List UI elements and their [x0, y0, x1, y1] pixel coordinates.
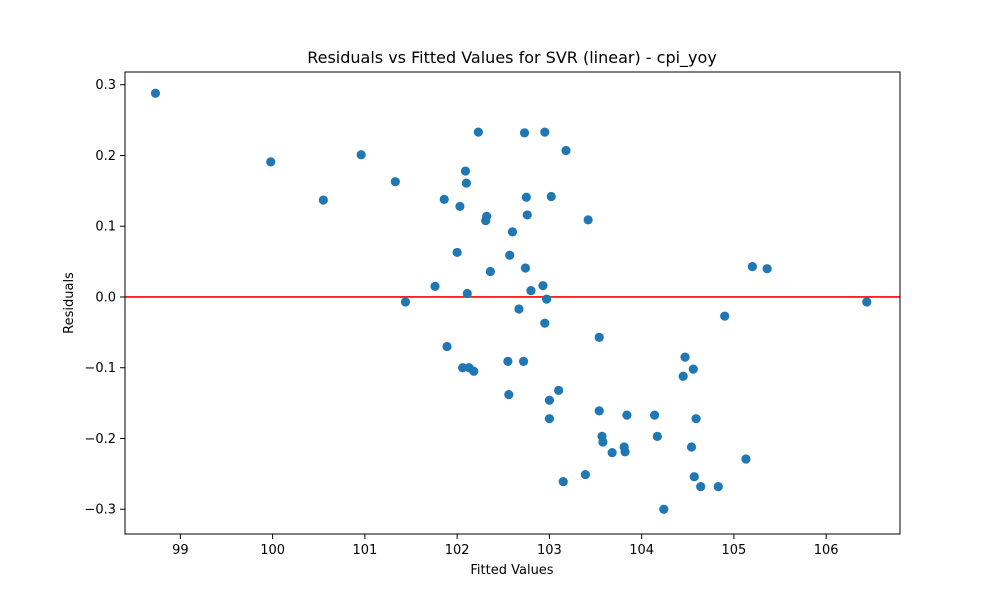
y-axis: −0.3 −0.2 −0.1 0.0 0.1 0.2 0.3: [84, 78, 125, 518]
x-tick-label: 99: [172, 543, 189, 558]
x-tick-label: 101: [352, 543, 377, 558]
y-tick-label: 0.0: [95, 290, 116, 305]
scatter-point: [150, 88, 161, 98]
scatter-point: [356, 150, 366, 160]
scatter-point: [598, 437, 608, 447]
scatter-point: [652, 431, 662, 441]
scatter-point: [691, 414, 701, 424]
scatter-point: [521, 192, 531, 202]
scatter-point: [689, 472, 699, 482]
scatter-point: [649, 410, 660, 420]
scatter-point: [462, 288, 472, 299]
scatter-point: [546, 191, 556, 202]
scatter-point: [544, 395, 555, 405]
scatter-point: [485, 266, 495, 277]
scatter-point: [747, 261, 757, 272]
y-tick-label: −0.3: [84, 503, 116, 518]
plot-area: [125, 88, 900, 514]
scatter-point: [544, 414, 555, 424]
scatter-point: [504, 390, 514, 400]
scatter-point: [439, 194, 449, 204]
scatter-point: [554, 385, 564, 395]
scatter-point: [514, 304, 524, 314]
x-tick-label: 100: [260, 543, 285, 558]
scatter-point: [538, 281, 548, 291]
scatter-point: [519, 128, 530, 138]
scatter-point: [678, 371, 688, 381]
scatter-point: [686, 442, 697, 452]
x-tick-label: 106: [814, 543, 839, 558]
scatter-point: [482, 211, 492, 221]
scatter-point: [607, 448, 617, 458]
y-tick-label: −0.1: [84, 361, 116, 376]
scatter-point: [720, 311, 730, 321]
scatter-point: [266, 157, 276, 167]
scatter-point: [526, 286, 536, 296]
scatter-point: [442, 341, 452, 352]
x-tick-label: 102: [445, 543, 470, 558]
scatter-point: [580, 469, 590, 480]
scatter-point: [622, 410, 632, 420]
x-tick-label: 103: [537, 543, 562, 558]
scatter-point: [452, 247, 462, 258]
scatter-point: [540, 318, 550, 328]
scatter-point: [762, 264, 772, 274]
scatter-point: [400, 297, 411, 307]
scatter-point: [542, 294, 552, 304]
y-axis-label: Residuals: [62, 272, 77, 334]
scatter-point: [620, 447, 630, 457]
scatter-point: [659, 504, 669, 514]
scatter-point: [583, 215, 593, 225]
plot-frame: [124, 71, 901, 535]
scatter-point: [558, 477, 568, 487]
scatter-point: [594, 332, 604, 342]
scatter-point: [522, 210, 532, 220]
x-tick-label: 105: [722, 543, 747, 558]
scatter-point: [518, 356, 529, 366]
scatter-point: [688, 364, 698, 374]
scatter-point: [561, 145, 571, 156]
scatter-point: [460, 166, 471, 176]
y-tick-label: 0.1: [95, 220, 116, 235]
scatter-point: [713, 481, 723, 492]
y-tick-label: 0.2: [95, 149, 116, 164]
scatter-point: [390, 177, 400, 187]
scatter-point: [741, 454, 751, 464]
scatter-point: [680, 352, 690, 362]
scatter-point: [469, 366, 479, 376]
scatter-point: [473, 127, 483, 137]
scatter-point: [862, 297, 872, 307]
scatter-point: [455, 201, 465, 212]
scatter-point: [458, 363, 468, 373]
x-axis-label: Fitted Values: [470, 563, 553, 578]
scatter-point: [520, 263, 531, 273]
scatter-point: [503, 356, 513, 366]
x-axis: 99 100 101 102 103 104 105 106: [172, 534, 839, 558]
y-tick-label: 0.3: [95, 78, 116, 93]
scatter-point: [540, 127, 550, 137]
scatter-point: [594, 406, 604, 416]
scatter-point: [430, 281, 440, 291]
chart-title: Residuals vs Fitted Values for SVR (line…: [307, 48, 717, 68]
scatter-point: [505, 250, 515, 260]
x-tick-label: 104: [629, 543, 654, 558]
scatter-point: [318, 195, 328, 205]
scatter-point: [507, 227, 518, 237]
scatter-point: [461, 178, 471, 188]
y-tick-label: −0.2: [84, 432, 116, 447]
scatter-point: [696, 481, 706, 492]
